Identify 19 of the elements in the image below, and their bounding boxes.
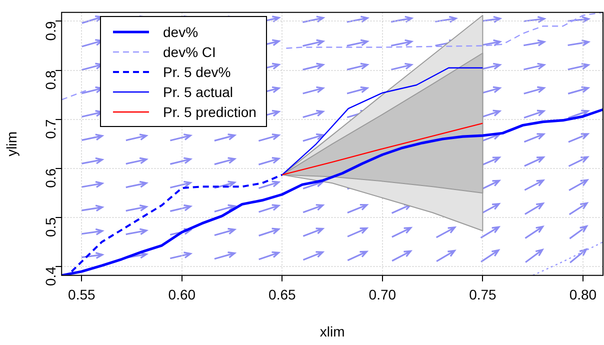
y-tick-label: 0.6 <box>42 168 58 188</box>
y-tick-label: 0.8 <box>42 70 58 90</box>
x-tick-label: 0.55 <box>68 286 96 303</box>
y-tick-label: 0.7 <box>42 119 58 139</box>
x-tick-label: 0.60 <box>168 286 196 303</box>
legend-label: dev% <box>163 23 198 42</box>
x-tick-label: 0.70 <box>368 286 396 303</box>
y-tick-label: 0.5 <box>42 217 58 237</box>
y-axis-title: ylim <box>3 131 20 156</box>
legend-label: Pr. 5 prediction <box>163 103 256 122</box>
legend-label: Pr. 5 dev% <box>163 63 231 82</box>
legend-label: dev% CI <box>163 43 216 62</box>
x-tick-label: 0.80 <box>569 286 597 303</box>
y-tick-label: 0.9 <box>42 21 58 41</box>
y-tick-label: 0.4 <box>42 266 58 286</box>
x-tick-label: 0.75 <box>469 286 497 303</box>
legend-label: Pr. 5 actual <box>163 83 234 102</box>
x-tick-label: 0.65 <box>268 286 296 303</box>
x-axis-title: xlim <box>320 323 345 340</box>
